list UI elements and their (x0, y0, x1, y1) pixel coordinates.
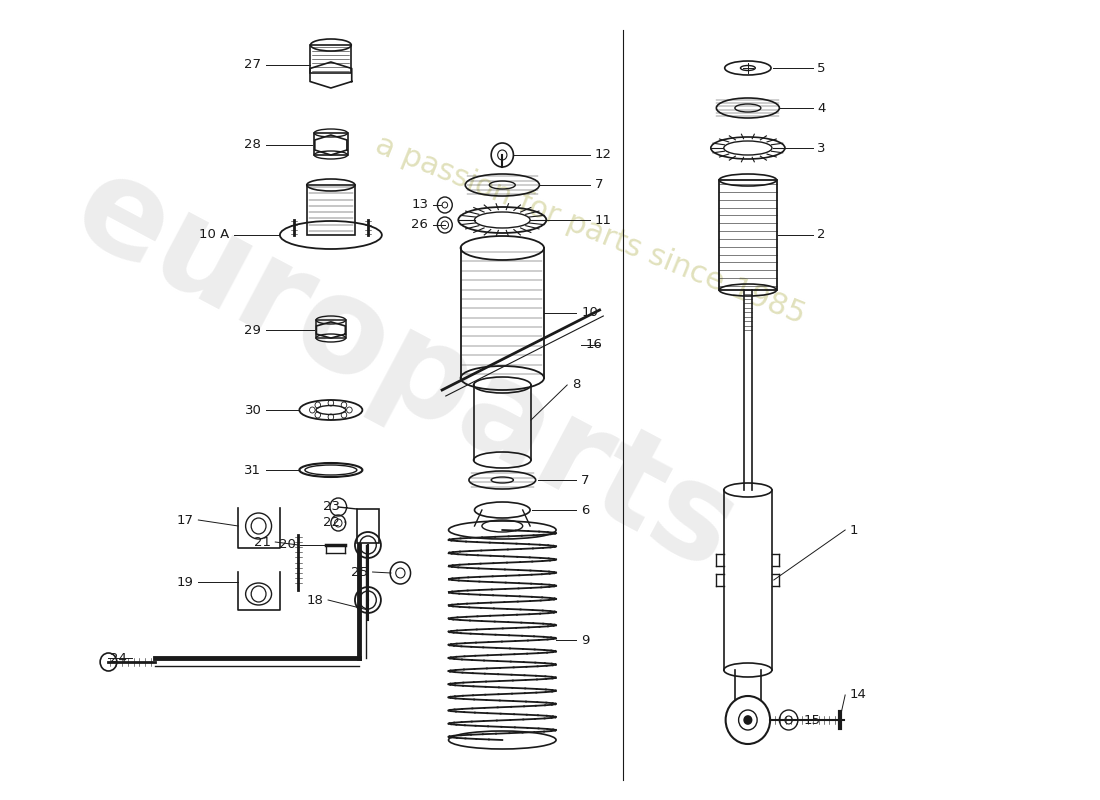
Circle shape (497, 150, 507, 160)
Text: 29: 29 (244, 323, 262, 337)
Bar (307, 185, 355, 235)
Text: 24: 24 (110, 651, 126, 665)
Bar (356, 509, 380, 543)
Text: 22: 22 (323, 515, 340, 529)
Text: a passion for parts since 1985: a passion for parts since 1985 (371, 130, 810, 330)
Circle shape (442, 202, 448, 208)
Text: 16: 16 (585, 338, 603, 351)
Text: 3: 3 (817, 142, 826, 154)
Bar (310, 45, 351, 73)
Text: 27: 27 (244, 58, 262, 71)
Text: 15: 15 (803, 714, 821, 726)
Text: 7: 7 (581, 474, 590, 486)
Text: 1: 1 (850, 523, 858, 537)
Text: 2: 2 (817, 229, 826, 242)
Text: 14: 14 (850, 689, 867, 702)
Text: 12: 12 (595, 149, 612, 162)
Text: 31: 31 (244, 463, 262, 477)
Text: 8: 8 (572, 378, 580, 391)
Text: 30: 30 (244, 403, 262, 417)
Circle shape (745, 716, 751, 724)
Bar (316, 320, 345, 338)
Text: 23: 23 (323, 501, 340, 514)
Text: 9: 9 (581, 634, 590, 646)
Text: 4: 4 (817, 102, 826, 114)
Text: 26: 26 (411, 218, 428, 231)
Text: 25: 25 (351, 566, 367, 578)
Text: 20: 20 (278, 538, 296, 551)
Text: 18: 18 (307, 594, 323, 606)
Text: 17: 17 (177, 514, 194, 526)
Text: 19: 19 (177, 575, 194, 589)
Text: 10: 10 (581, 306, 598, 319)
Text: 5: 5 (817, 62, 826, 74)
Text: 21: 21 (254, 535, 271, 549)
Text: 10 A: 10 A (199, 229, 229, 242)
Text: 13: 13 (411, 198, 428, 211)
Bar (315, 133, 348, 155)
Text: europarts: europarts (53, 142, 757, 598)
Text: 7: 7 (595, 178, 604, 191)
Bar (719, 180, 777, 290)
Text: 6: 6 (581, 503, 590, 517)
Text: 28: 28 (244, 138, 262, 151)
Text: 11: 11 (595, 214, 612, 226)
